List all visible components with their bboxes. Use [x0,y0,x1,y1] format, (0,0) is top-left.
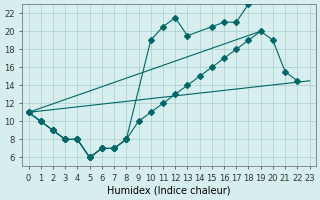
X-axis label: Humidex (Indice chaleur): Humidex (Indice chaleur) [107,186,231,196]
